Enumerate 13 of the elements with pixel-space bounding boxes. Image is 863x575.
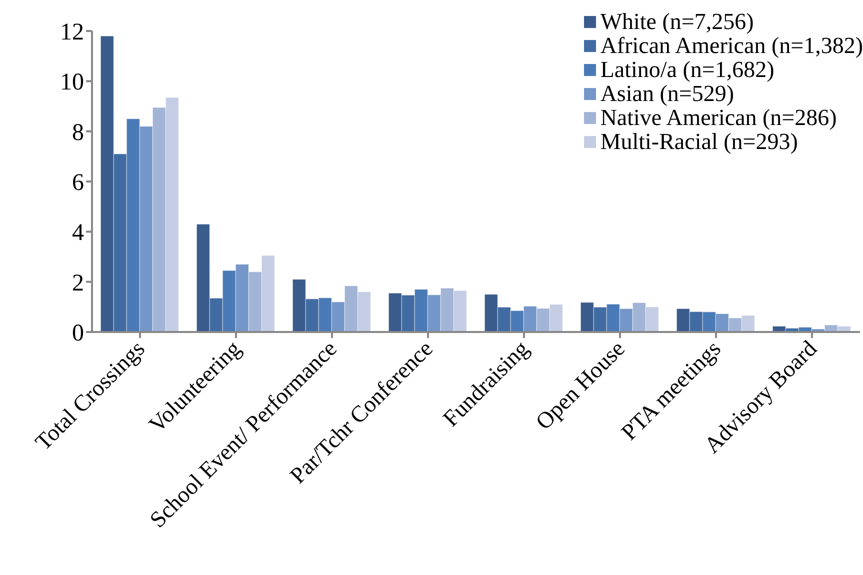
y-tick-label: 0 <box>72 320 84 347</box>
legend-label: Latino/a (n=1,682) <box>600 57 774 82</box>
y-tick-label: 6 <box>72 170 84 196</box>
y-tick-label: 10 <box>60 70 84 96</box>
y-tick-label: 12 <box>60 20 84 46</box>
legend-label: Multi-Racial (n=293) <box>600 129 798 154</box>
y-tick-label: 2 <box>72 270 84 296</box>
legend-label: Asian (n=529) <box>600 81 734 106</box>
legend-label: White (n=7,256) <box>600 9 754 34</box>
legend-label: African American (n=1,382) <box>600 33 863 58</box>
y-tick-label: 8 <box>72 120 84 146</box>
y-tick-label: 4 <box>72 220 84 246</box>
legend-label: Native American (n=286) <box>600 105 837 130</box>
